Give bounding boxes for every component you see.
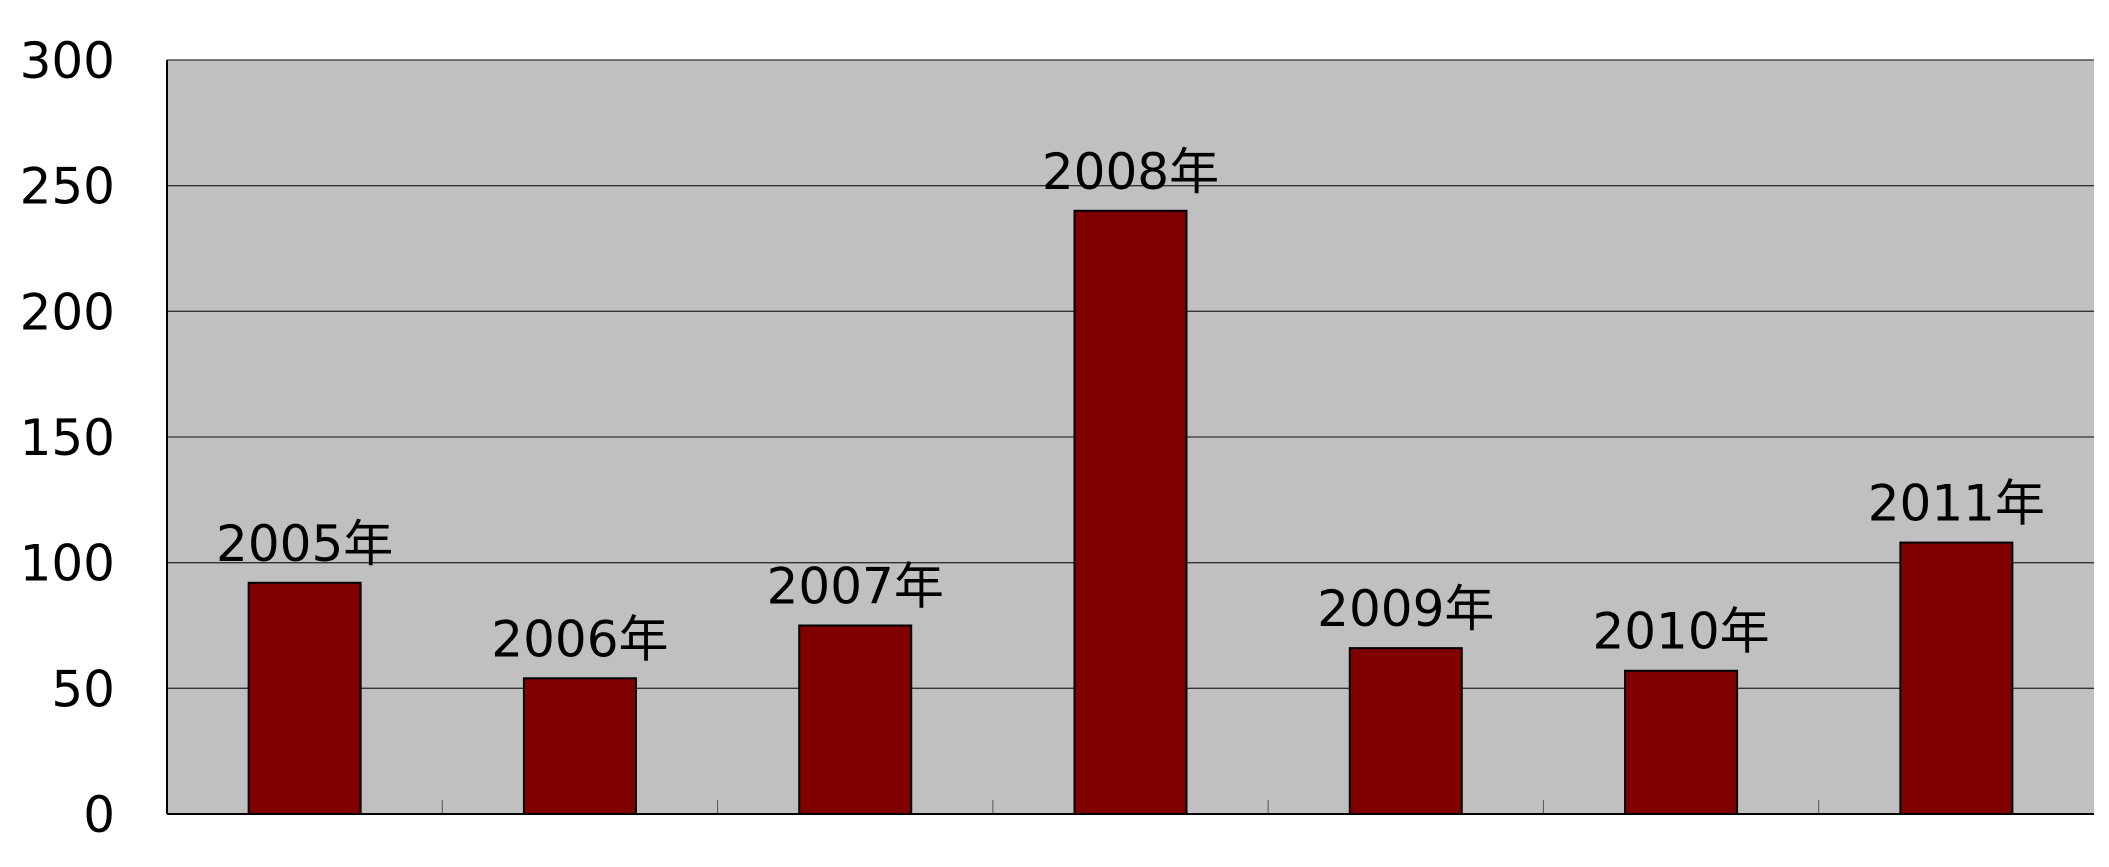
bar	[1624, 669, 1739, 815]
data-label: 2010年	[1592, 603, 1769, 661]
bar	[1899, 541, 2014, 815]
y-tick-label: 100	[20, 535, 115, 593]
y-tick-label: 0	[83, 786, 115, 844]
data-label: 2008年	[1042, 143, 1219, 201]
data-label: 2009年	[1317, 580, 1494, 638]
bar	[1348, 647, 1463, 815]
bar	[522, 677, 637, 816]
bar	[247, 581, 362, 815]
bar	[798, 624, 913, 815]
y-tick-label: 300	[20, 32, 115, 90]
data-label: 2005年	[216, 515, 393, 573]
data-label: 2011年	[1868, 475, 2045, 533]
y-tick-label: 150	[20, 409, 115, 467]
data-label: 2007年	[767, 558, 944, 616]
data-label: 2006年	[491, 610, 668, 668]
y-tick-label: 50	[51, 660, 115, 718]
bar	[1073, 209, 1188, 816]
y-tick-label: 250	[20, 158, 115, 216]
y-tick-label: 200	[20, 283, 115, 341]
